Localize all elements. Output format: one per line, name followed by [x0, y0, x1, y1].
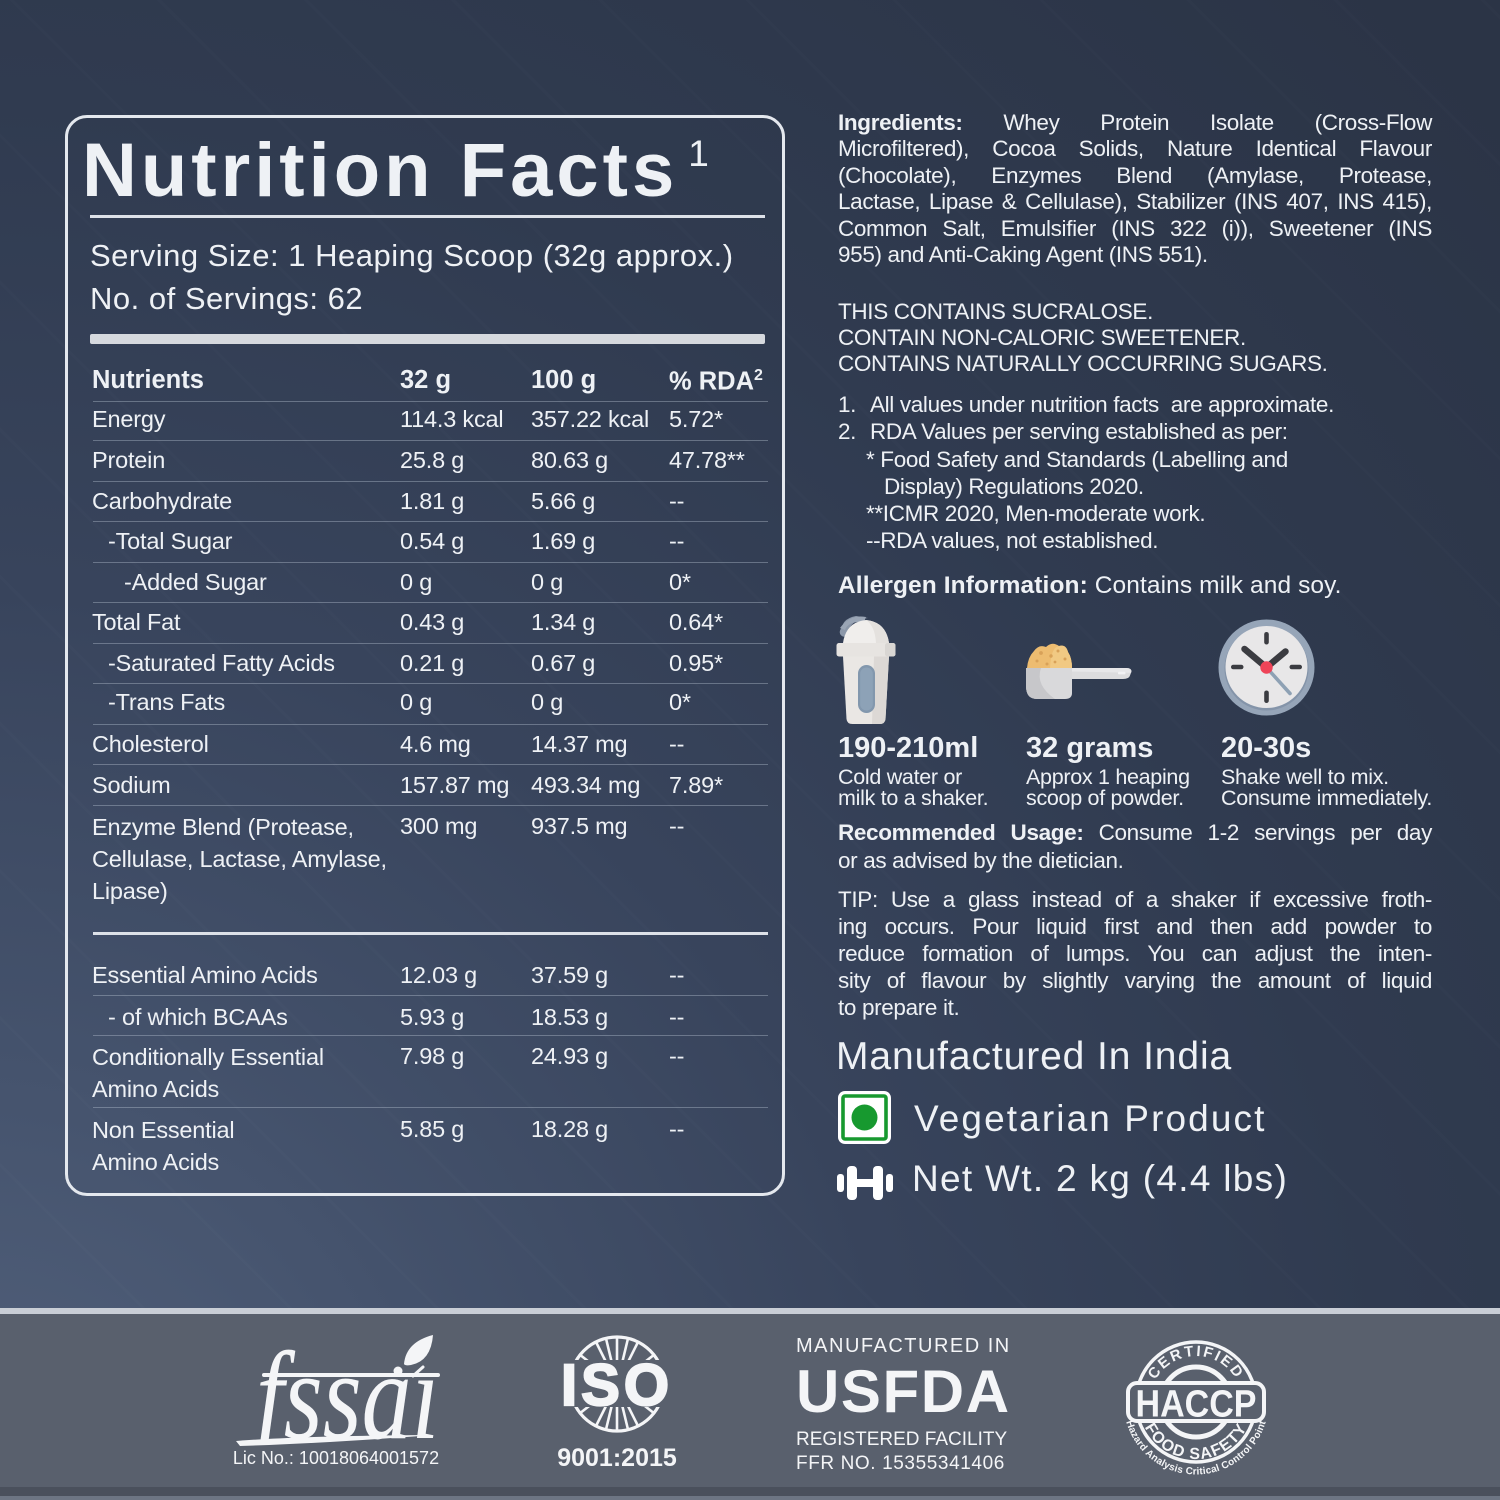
svg-text:9001:2015: 9001:2015: [557, 1444, 677, 1472]
svg-text:CERTIFIED: CERTIFIED: [1145, 1343, 1248, 1383]
svg-text:HACCP: HACCP: [1136, 1384, 1257, 1426]
svg-text:Lic No.: 10018064001572: Lic No.: 10018064001572: [233, 1448, 439, 1468]
svg-text:fssaı: fssaı: [256, 1330, 439, 1466]
svg-text:ISO: ISO: [561, 1353, 673, 1418]
